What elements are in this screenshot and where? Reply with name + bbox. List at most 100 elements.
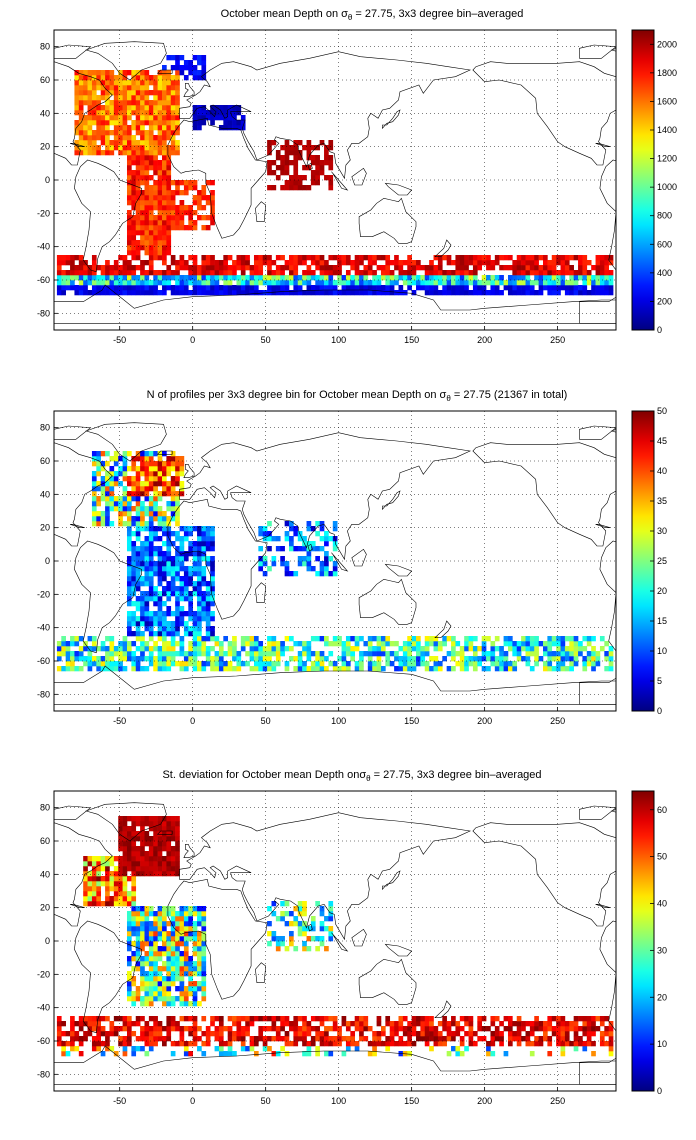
coastline xyxy=(179,812,472,941)
heatmap-cell xyxy=(402,270,408,276)
heatmap-cell xyxy=(170,1021,176,1027)
heatmap-cell xyxy=(74,651,80,657)
heatmap-cell xyxy=(126,215,132,221)
heatmap-cell xyxy=(328,160,334,166)
heatmap-cell xyxy=(569,285,574,291)
heatmap-cell xyxy=(538,1021,544,1027)
heatmap-cell xyxy=(166,70,172,76)
heatmap-cell xyxy=(350,260,356,266)
heatmap-cell xyxy=(507,1021,513,1027)
heatmap-cell xyxy=(144,245,150,251)
heatmap-cell xyxy=(345,255,351,261)
heatmap-cell xyxy=(556,255,561,261)
heatmap-cell xyxy=(284,1036,290,1042)
heatmap-cell xyxy=(210,666,215,672)
heatmap-cell xyxy=(166,120,172,126)
heatmap-cell xyxy=(499,656,504,662)
heatmap-cell xyxy=(503,636,509,642)
heatmap-cell xyxy=(170,95,176,101)
heatmap-cell xyxy=(162,160,167,166)
heatmap-cell xyxy=(175,260,180,266)
heatmap-cell xyxy=(197,566,202,572)
heatmap-cell xyxy=(166,245,172,251)
heatmap-cell xyxy=(205,1026,211,1032)
heatmap-cell xyxy=(162,275,167,281)
heatmap-cell xyxy=(78,651,84,657)
heatmap-cell xyxy=(556,1036,561,1042)
heatmap-cell xyxy=(175,105,180,111)
heatmap-cell xyxy=(140,921,145,927)
heatmap-cell xyxy=(109,861,115,867)
heatmap-cell xyxy=(135,145,141,151)
heatmap-cell xyxy=(175,285,180,291)
heatmap-cell xyxy=(503,265,509,271)
heatmap-cell xyxy=(192,1031,198,1037)
heatmap-cell xyxy=(157,601,163,607)
heatmap-cell xyxy=(192,125,198,131)
heatmap-cell xyxy=(608,280,614,286)
colorbar-tick-label: 15 xyxy=(657,616,667,626)
heatmap-cell xyxy=(126,621,132,627)
heatmap-cell xyxy=(201,926,207,932)
heatmap-cell xyxy=(310,255,316,261)
heatmap-cell xyxy=(166,936,172,942)
heatmap-cell xyxy=(131,931,137,937)
heatmap-cell xyxy=(109,1031,115,1037)
heatmap-cell xyxy=(126,861,132,867)
heatmap-cell xyxy=(218,1016,224,1022)
heatmap-cell xyxy=(148,976,154,982)
heatmap-cell xyxy=(188,986,193,992)
heatmap-cell xyxy=(148,981,154,987)
heatmap-cell xyxy=(179,275,185,281)
heatmap-cell xyxy=(218,1031,224,1037)
heatmap-cell xyxy=(166,946,172,952)
heatmap-cell xyxy=(595,280,601,286)
heatmap-cell xyxy=(223,651,229,657)
heatmap-cell xyxy=(175,120,180,126)
heatmap-cell xyxy=(144,270,150,276)
heatmap-cell xyxy=(91,521,97,527)
heatmap-cell xyxy=(113,270,119,276)
heatmap-cell xyxy=(521,1026,526,1032)
heatmap-cell xyxy=(113,901,119,907)
heatmap-cell xyxy=(135,921,141,927)
heatmap-cell xyxy=(560,641,566,647)
heatmap-cell xyxy=(170,646,176,652)
heatmap-cell xyxy=(131,651,137,657)
y-tick-label: -40 xyxy=(37,623,50,633)
heatmap-cell xyxy=(157,851,163,857)
heatmap-cell xyxy=(170,1026,176,1032)
x-tick-label: 200 xyxy=(477,335,492,345)
heatmap-cell xyxy=(197,205,202,211)
heatmap-cell xyxy=(56,275,62,281)
heatmap-cell xyxy=(91,115,97,121)
heatmap-cell xyxy=(100,451,106,457)
heatmap-cell xyxy=(144,561,150,567)
heatmap-cell xyxy=(83,145,88,151)
heatmap-cell xyxy=(319,265,325,271)
heatmap-cell xyxy=(126,185,132,191)
heatmap-cell xyxy=(205,280,211,286)
heatmap-cell xyxy=(521,290,526,296)
heatmap-cell xyxy=(144,1031,150,1037)
heatmap-cell xyxy=(280,1036,285,1042)
heatmap-cell xyxy=(197,285,202,291)
heatmap-cell xyxy=(144,536,150,542)
heatmap-cell xyxy=(153,180,158,186)
heatmap-cell xyxy=(74,100,80,106)
heatmap-cell xyxy=(302,1031,307,1037)
heatmap-cell xyxy=(135,180,141,186)
heatmap-cell xyxy=(302,1041,307,1047)
heatmap-cell xyxy=(319,921,325,927)
heatmap-cell xyxy=(433,265,439,271)
x-tick-label: 50 xyxy=(261,335,271,345)
heatmap-cell xyxy=(599,1041,605,1047)
heatmap-cell xyxy=(345,270,351,276)
heatmap-cell xyxy=(109,120,115,126)
heatmap-cell xyxy=(83,90,88,96)
heatmap-cell xyxy=(122,105,128,111)
heatmap-cell xyxy=(162,856,167,862)
heatmap-cell xyxy=(157,200,163,206)
colorbar-tick-label: 10 xyxy=(657,646,667,656)
heatmap-cell xyxy=(328,1051,334,1057)
